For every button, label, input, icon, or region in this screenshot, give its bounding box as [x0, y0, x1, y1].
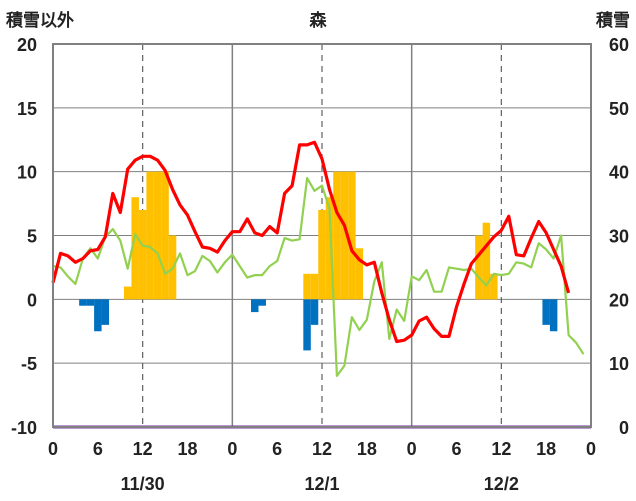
y-left-tick-label: -5: [21, 354, 37, 374]
snow-decrease-bar: [303, 299, 311, 351]
chart-title: 森: [309, 11, 327, 30]
snow-decrease-bar: [542, 299, 550, 325]
snow-increase-bar: [310, 273, 319, 300]
y-right-tick-label: 0: [619, 418, 629, 438]
green-series-line: [52, 177, 585, 377]
y-left-tick-label: 20: [17, 35, 37, 55]
snow-increase-bar: [333, 171, 341, 300]
x-tick-label: 12: [312, 439, 332, 459]
x-tick-label: 6: [272, 439, 282, 459]
x-tick-label: 18: [357, 439, 377, 459]
x-tick-label: 0: [407, 439, 417, 459]
snow-increase-bar: [482, 222, 491, 300]
x-tick-label: 0: [586, 439, 596, 459]
snow-increase-bar: [303, 273, 311, 300]
y-left-tick-label: 5: [27, 227, 37, 247]
snow-increase-bar: [153, 171, 162, 300]
snow-increase-bar: [318, 209, 326, 300]
snow-increase-bar: [475, 235, 483, 300]
y-right-tick-label: 30: [609, 227, 629, 247]
snow-increase-bar: [355, 248, 364, 300]
x-tick-label: 0: [48, 439, 58, 459]
y-right-tick-label: 50: [609, 99, 629, 119]
snow-decrease-bar: [549, 299, 558, 332]
snow-decrease-bar: [86, 299, 95, 306]
x-tick-label: 18: [536, 439, 556, 459]
date-label: 12/2: [484, 474, 519, 494]
x-tick-label: 12: [491, 439, 511, 459]
left-axis-title: 積雪以外: [6, 11, 74, 30]
snow-increase-bar: [123, 286, 132, 300]
x-tick-label: 12: [133, 439, 153, 459]
x-tick-label: 6: [451, 439, 461, 459]
date-label: 11/30: [121, 474, 165, 494]
x-tick-label: 6: [93, 439, 103, 459]
snow-increase-bar: [490, 273, 498, 300]
snow-decrease-bar: [79, 299, 87, 306]
snow-increase-bar: [340, 171, 349, 300]
y-right-tick-label: 40: [609, 163, 629, 183]
right-axis-title: 積雪: [596, 11, 630, 30]
snow-increase-bar: [138, 209, 147, 300]
snow-increase-bar: [131, 197, 139, 300]
snow-increase-bar: [348, 171, 356, 300]
y-right-tick-label: 10: [609, 354, 629, 374]
date-label: 12/1: [304, 474, 339, 494]
snow-decrease-bar: [94, 299, 102, 332]
y-left-tick-label: 10: [17, 163, 37, 183]
plot-frame: [52, 43, 592, 428]
x-tick-label: 0: [227, 439, 237, 459]
snow-increase-bar: [161, 171, 169, 300]
y-right-tick-label: 60: [609, 35, 629, 55]
snow-increase-bar: [146, 171, 154, 300]
y-left-tick-label: 15: [17, 99, 37, 119]
snow-decrease-bar: [310, 299, 319, 325]
y-right-tick-label: 20: [609, 290, 629, 310]
snow-decrease-bar: [251, 299, 259, 313]
snow-decrease-bar: [258, 299, 266, 306]
y-left-tick-label: 0: [27, 290, 37, 310]
snow-decrease-bar: [101, 299, 110, 325]
y-left-tick-label: -10: [11, 418, 37, 438]
temperature-line: [51, 140, 571, 344]
x-tick-label: 18: [177, 439, 197, 459]
snow-increase-bar: [325, 197, 334, 300]
